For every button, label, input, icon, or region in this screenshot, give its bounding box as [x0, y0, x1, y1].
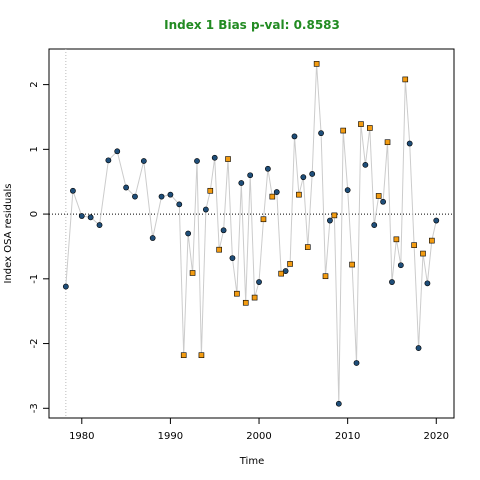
data-point-circle	[105, 157, 112, 164]
data-point-circle	[62, 283, 69, 290]
data-point-circle	[87, 214, 94, 221]
chart-title: Index 1 Bias p-val: 0.8583	[164, 18, 340, 32]
data-point-square	[331, 212, 338, 219]
data-point-square	[411, 242, 417, 248]
y-tick-label: 2	[29, 81, 40, 87]
data-point-circle	[406, 140, 413, 147]
data-point-square	[242, 299, 249, 306]
data-point-circle	[344, 187, 351, 194]
data-point-circle	[362, 161, 369, 168]
data-point-square	[287, 261, 293, 267]
data-point-circle	[371, 222, 378, 228]
data-point-circle	[318, 130, 324, 137]
data-point-square	[375, 193, 382, 199]
x-axis: 1980 1990 2000 2010 2020	[69, 418, 449, 442]
data-point-square	[225, 156, 231, 162]
x-tick-label: 1980	[69, 431, 94, 442]
data-point-circle	[397, 262, 404, 269]
data-point-circle	[256, 279, 262, 285]
data-point-circle	[433, 217, 440, 224]
data-point-square	[349, 261, 355, 268]
data-point-circle	[202, 206, 209, 213]
data-point-square	[278, 270, 284, 277]
data-point-square	[198, 352, 205, 359]
data-point-circle	[327, 217, 333, 224]
data-point-circle	[220, 227, 227, 234]
data-point-square	[269, 193, 276, 200]
data-point-circle	[353, 360, 360, 366]
data-point-circle	[300, 174, 307, 181]
data-point-square	[367, 125, 373, 131]
data-point-circle	[273, 189, 280, 195]
data-point-circle	[70, 187, 76, 194]
data-point-circle	[238, 180, 245, 186]
x-tick-label: 2020	[424, 431, 449, 442]
data-point-square	[207, 187, 214, 194]
data-point-square	[313, 61, 320, 67]
data-point-square	[402, 76, 409, 83]
data-point-square	[384, 139, 391, 146]
data-point-square	[304, 244, 311, 250]
data-point-square	[429, 237, 435, 244]
data-point-circle	[149, 235, 156, 241]
reference-lines	[49, 49, 454, 418]
data-points	[62, 61, 440, 407]
x-tick-label: 2010	[335, 431, 360, 442]
data-point-square	[296, 191, 302, 198]
data-point-circle	[158, 193, 165, 200]
data-point-square	[358, 121, 364, 127]
data-point-square	[420, 250, 426, 257]
data-point-square	[180, 352, 187, 359]
residual-connecting-line	[65, 63, 437, 404]
plot-frame	[48, 48, 455, 419]
data-point-square	[234, 290, 240, 297]
data-point-circle	[211, 154, 218, 161]
data-point-circle	[247, 172, 254, 179]
data-point-circle	[194, 158, 200, 164]
data-point-circle	[96, 222, 103, 228]
data-point-circle	[132, 193, 138, 200]
data-point-circle	[335, 400, 342, 407]
y-tick-label: -3	[29, 403, 40, 413]
y-tick-label: 1	[29, 146, 40, 152]
data-point-circle	[123, 184, 130, 191]
connecting-line	[65, 63, 437, 404]
data-point-circle	[167, 191, 174, 198]
data-point-square	[260, 216, 267, 223]
data-point-square	[216, 246, 222, 253]
x-tick-label: 1990	[158, 431, 183, 442]
y-tick-label: -1	[29, 274, 40, 284]
data-point-circle	[380, 198, 387, 205]
data-point-circle	[229, 255, 236, 261]
x-axis-label: Time	[239, 456, 264, 467]
data-point-square	[189, 270, 196, 276]
data-point-square	[251, 294, 258, 301]
data-point-square	[393, 236, 400, 243]
data-point-circle	[415, 345, 422, 351]
y-tick-label: -2	[29, 339, 40, 349]
data-point-circle	[264, 165, 271, 172]
data-point-circle	[424, 280, 431, 287]
data-point-square	[340, 127, 347, 134]
y-tick-label: 0	[29, 211, 40, 217]
data-point-square	[322, 273, 329, 280]
x-tick-label: 2000	[246, 431, 271, 442]
data-point-circle	[185, 230, 192, 237]
y-axis-label: Index OSA residuals	[3, 184, 14, 284]
data-point-circle	[389, 279, 395, 285]
data-point-circle	[114, 148, 121, 155]
data-point-circle	[78, 213, 85, 219]
data-point-circle	[176, 201, 183, 208]
data-point-circle	[140, 158, 147, 164]
data-point-circle	[291, 133, 298, 140]
data-point-circle	[309, 171, 316, 177]
y-axis: -3 -2 -1 0 1 2	[29, 81, 49, 413]
